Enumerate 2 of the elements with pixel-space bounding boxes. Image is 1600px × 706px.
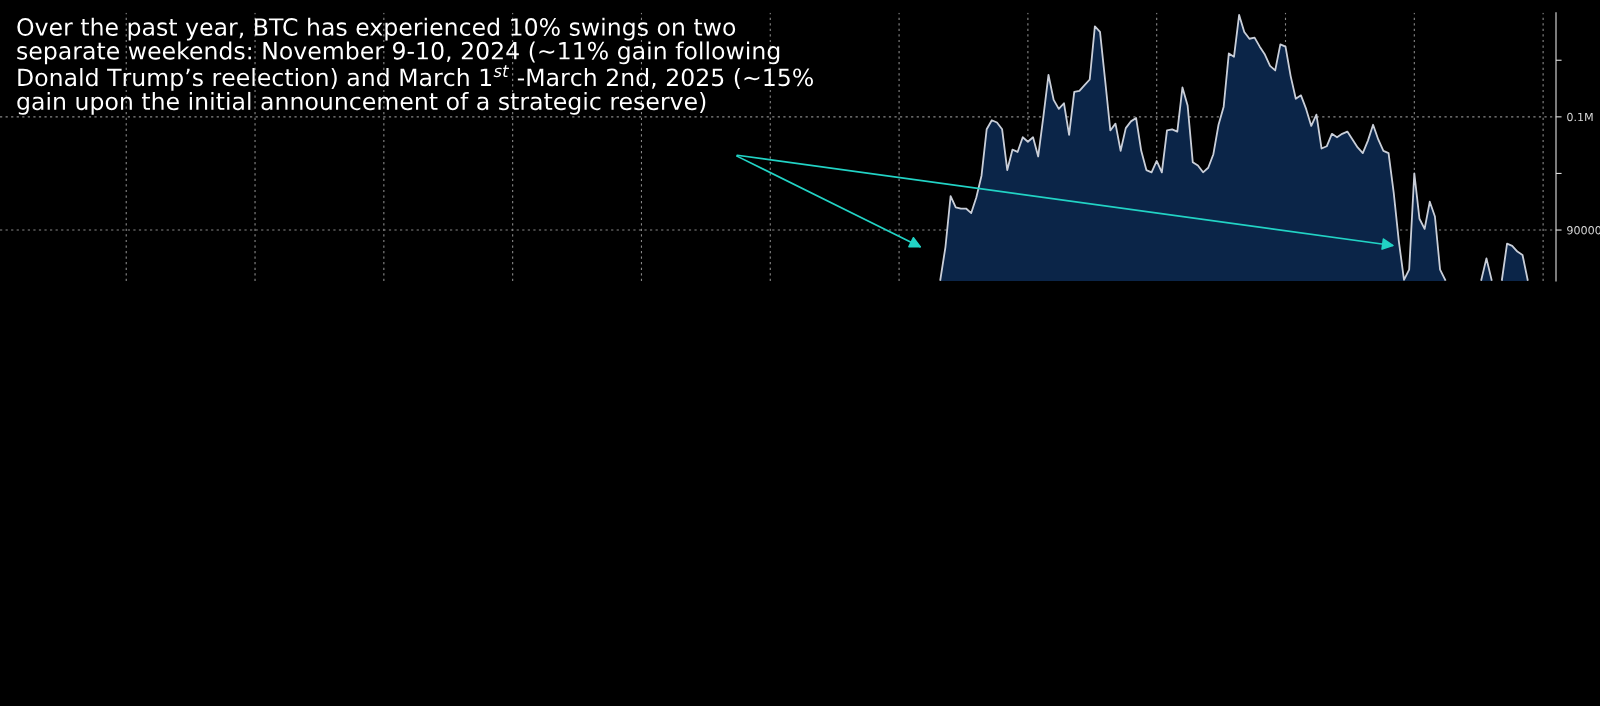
y-tick-label: 0.1M [1567, 112, 1593, 122]
annotation: Over the past year, BTC has experienced 10% swings on two separate weekends: November 9-10, 2024 (~11% gain following Donald Trump’s reelection) and March 1$^{st}$ -March 2nd, 2025 (~15% gain upon the initial announcement of a strategic reserve) [17, 17, 813, 115]
